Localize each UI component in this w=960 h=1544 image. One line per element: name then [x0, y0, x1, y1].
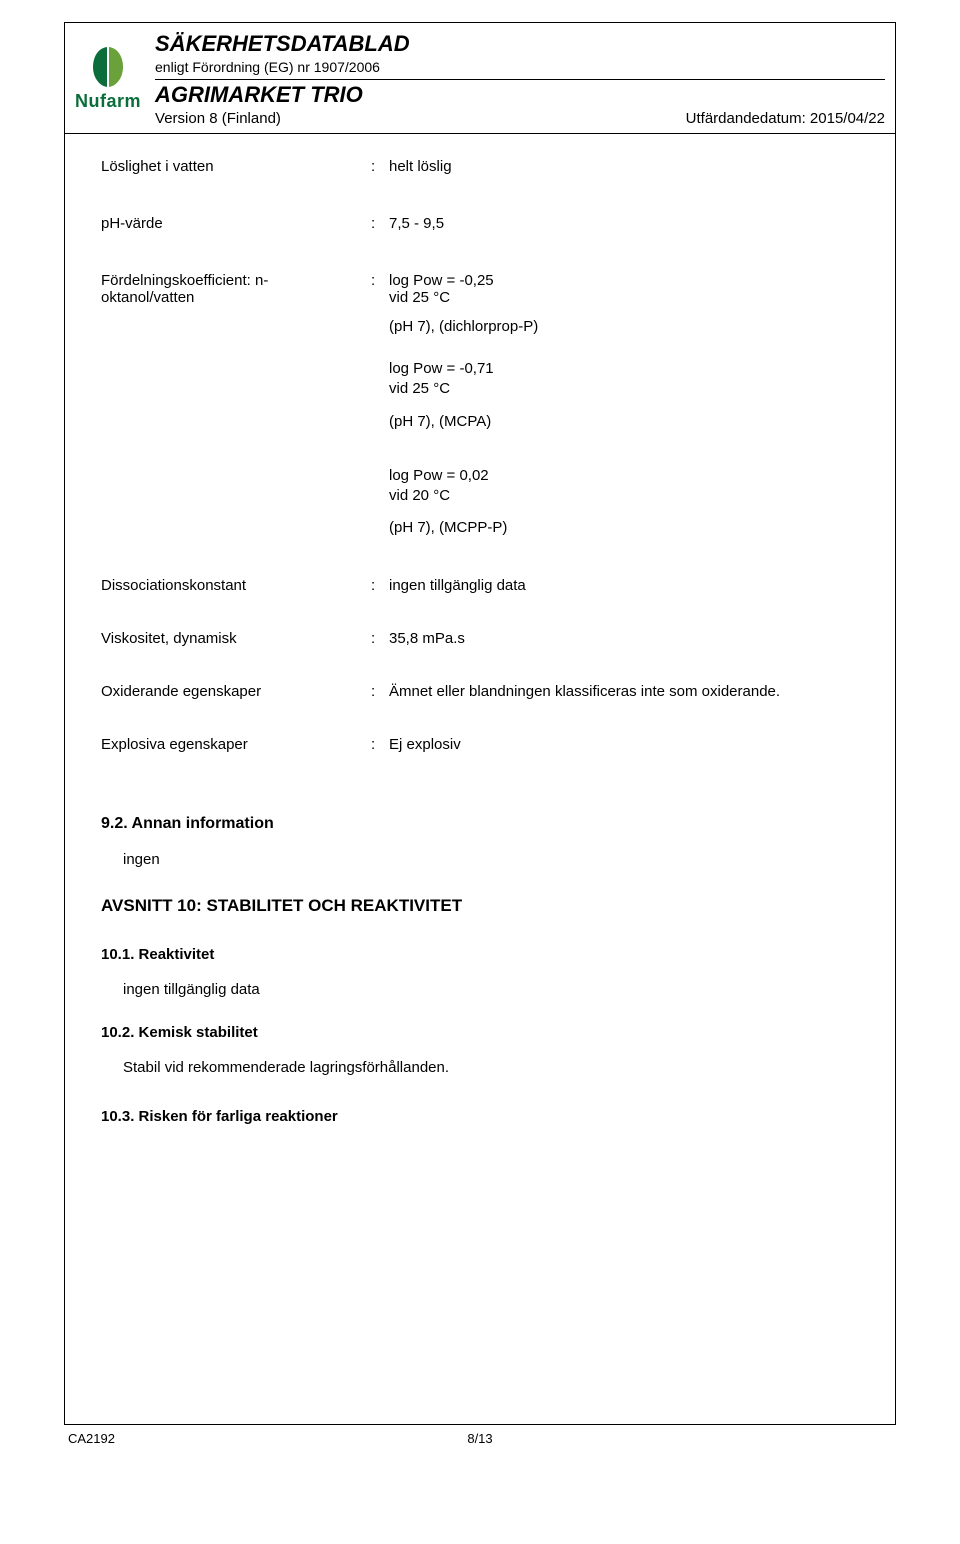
partition-line: vid 25 °C — [389, 289, 859, 306]
document-frame: Nufarm SÄKERHETSDATABLAD enligt Förordni… — [64, 22, 896, 1425]
visc-value: 35,8 mPa.s — [389, 630, 859, 647]
spacer — [101, 254, 859, 272]
ph-label: pH-värde — [101, 215, 371, 232]
spacer — [389, 458, 859, 466]
colon: : — [371, 158, 389, 175]
row-solubility: Löslighet i vatten : helt löslig — [101, 158, 859, 175]
spacer — [101, 669, 859, 683]
partition-line: vid 20 °C — [389, 486, 859, 506]
spacer — [101, 722, 859, 736]
leaf-icon — [85, 45, 131, 89]
spacer — [389, 506, 859, 518]
partition-block-2: log Pow = -0,71 vid 25 °C (pH 7), (MCPA) — [389, 341, 859, 432]
ph-value: 7,5 - 9,5 — [389, 215, 859, 232]
section-10-2-body: Stabil vid rekommenderade lagringsförhål… — [123, 1059, 859, 1076]
row-oxidizing: Oxiderande egenskaper : Ämnet eller blan… — [101, 683, 859, 700]
spacer — [389, 341, 859, 359]
partition-block-1: log Pow = -0,25 vid 25 °C (pH 7), (dichl… — [389, 272, 859, 335]
partition-block-3: log Pow = 0,02 vid 20 °C (pH 7), (MCPP-P… — [389, 458, 859, 539]
section-10-3-heading: 10.3. Risken för farliga reaktioner — [101, 1108, 859, 1125]
oxid-label: Oxiderande egenskaper — [101, 683, 371, 700]
dissoc-label: Dissociationskonstant — [101, 577, 371, 594]
version-label: Version 8 (Finland) — [155, 110, 281, 127]
expl-value: Ej explosiv — [389, 736, 859, 753]
spacer — [101, 197, 859, 215]
page-footer: CA2192 8/13 — [64, 1431, 896, 1446]
row-ph: pH-värde : 7,5 - 9,5 — [101, 215, 859, 232]
expl-label: Explosiva egenskaper — [101, 736, 371, 753]
colon: : — [371, 630, 389, 647]
header-bottom-row: Version 8 (Finland) Utfärdandedatum: 201… — [155, 110, 885, 127]
spacer — [101, 775, 859, 797]
section-10-heading: AVSNITT 10: STABILITET OCH REAKTIVITET — [101, 896, 859, 916]
solubility-value: helt löslig — [389, 158, 859, 175]
colon: : — [371, 577, 389, 594]
row-viscosity: Viskositet, dynamisk : 35,8 mPa.s — [101, 630, 859, 647]
logo-text: Nufarm — [75, 91, 141, 112]
colon: : — [371, 215, 389, 232]
partition-line: vid 25 °C — [389, 379, 859, 399]
solubility-label: Löslighet i vatten — [101, 158, 371, 175]
spacer — [389, 306, 859, 318]
colon: : — [371, 272, 389, 289]
row-explosive: Explosiva egenskaper : Ej explosiv — [101, 736, 859, 753]
issued-date: Utfärdandedatum: 2015/04/22 — [686, 110, 885, 127]
document-header: Nufarm SÄKERHETSDATABLAD enligt Förordni… — [65, 23, 895, 134]
footer-right-spacer — [888, 1431, 892, 1446]
header-separator — [155, 79, 885, 80]
footer-page-number: 8/13 — [467, 1431, 492, 1446]
partition-line: log Pow = 0,02 — [389, 466, 859, 486]
spacer — [101, 565, 859, 577]
partition-line: (pH 7), (MCPP-P) — [389, 518, 859, 538]
row-partition: Fördelningskoefficient: n-oktanol/vatten… — [101, 272, 859, 335]
partition-label: Fördelningskoefficient: n-oktanol/vatten — [101, 272, 371, 306]
dissoc-value: ingen tillgänglig data — [389, 577, 859, 594]
company-logo: Nufarm — [75, 45, 141, 112]
document-body: Löslighet i vatten : helt löslig pH-värd… — [65, 134, 895, 1424]
doc-title: SÄKERHETSDATABLAD — [155, 31, 885, 57]
section-9-2-heading: 9.2. Annan information — [101, 815, 859, 833]
header-text-block: SÄKERHETSDATABLAD enligt Förordning (EG)… — [155, 29, 885, 127]
visc-label: Viskositet, dynamisk — [101, 630, 371, 647]
partition-line: (pH 7), (dichlorprop-P) — [389, 318, 859, 335]
partition-line: log Pow = -0,71 — [389, 359, 859, 379]
section-10-1-heading: 10.1. Reaktivitet — [101, 946, 859, 963]
colon: : — [371, 736, 389, 753]
footer-code: CA2192 — [68, 1431, 115, 1446]
oxid-value: Ämnet eller blandningen klassificeras in… — [389, 683, 859, 700]
product-name: AGRIMARKET TRIO — [155, 82, 885, 108]
section-10-2-heading: 10.2. Kemisk stabilitet — [101, 1024, 859, 1041]
spacer — [389, 400, 859, 412]
partition-line: log Pow = -0,25 — [389, 272, 859, 289]
colon: : — [371, 683, 389, 700]
doc-subtitle: enligt Förordning (EG) nr 1907/2006 — [155, 59, 885, 75]
row-dissociation: Dissociationskonstant : ingen tillgängli… — [101, 577, 859, 594]
section-9-2-body: ingen — [123, 851, 859, 868]
section-10-1-body: ingen tillgänglig data — [123, 981, 859, 998]
spacer — [101, 616, 859, 630]
partition-line: (pH 7), (MCPA) — [389, 412, 859, 432]
page: Nufarm SÄKERHETSDATABLAD enligt Förordni… — [0, 0, 960, 1544]
